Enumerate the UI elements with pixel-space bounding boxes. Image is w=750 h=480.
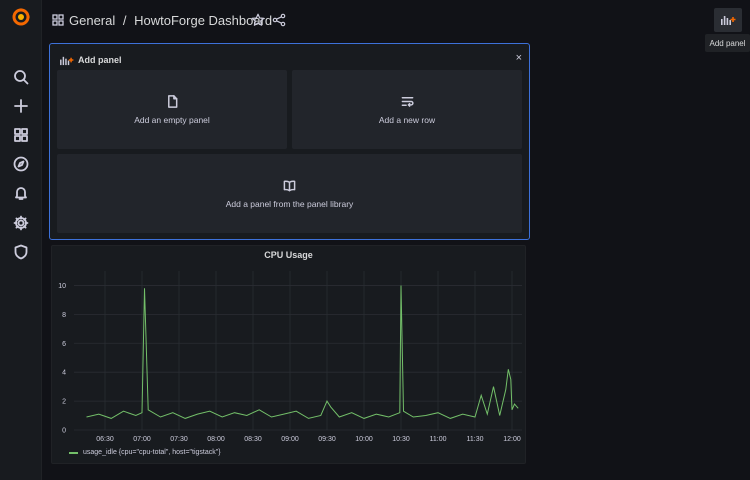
legend-label: usage_idle {cpu="cpu-total", host="tigst… bbox=[83, 449, 221, 456]
add-panel-widget: Add panel × Add an empty panel Add a new… bbox=[49, 43, 530, 240]
topbar: General / HowtoForge Dashboard bbox=[42, 0, 750, 40]
file-icon bbox=[167, 94, 177, 108]
x-axis-ticks: 06:30 07:00 07:30 08:00 08:30 09:00 09:30 10:00… bbox=[96, 436, 521, 443]
y-tick-label: 2 bbox=[62, 399, 66, 406]
legend-swatch bbox=[69, 451, 78, 454]
cpu-usage-panel[interactable]: 0 2 4 6 8 10 06:30 07:00 07:30 08:00 08:30 09:00 09… bbox=[51, 245, 526, 464]
explore-icon[interactable] bbox=[10, 153, 32, 175]
add-panel-title: Add panel bbox=[78, 55, 122, 65]
x-tick-label: 10:00 bbox=[355, 436, 373, 443]
chart-title: CPU Usage bbox=[264, 250, 313, 260]
breadcrumb-dashboard-title[interactable]: HowtoForge Dashboard bbox=[134, 13, 273, 28]
cpu-usage-chart: 0 2 4 6 8 10 06:30 07:00 07:30 08:00 08:30 09:00 09… bbox=[58, 271, 522, 443]
x-tick-label: 12:00 bbox=[503, 436, 521, 443]
add-empty-panel-label: Add an empty panel bbox=[134, 114, 210, 125]
close-icon[interactable]: × bbox=[515, 52, 522, 64]
breadcrumb: General / HowtoForge Dashboard bbox=[69, 13, 272, 28]
plus-icon[interactable] bbox=[10, 95, 32, 117]
dashboards-grid-icon bbox=[52, 14, 64, 26]
x-tick-label: 11:00 bbox=[430, 436, 447, 443]
y-axis-ticks: 0 2 4 6 8 10 bbox=[58, 283, 66, 435]
x-tick-label: 07:30 bbox=[170, 436, 188, 443]
y-tick-label: 10 bbox=[58, 283, 66, 290]
breadcrumb-folder[interactable]: General bbox=[69, 13, 116, 28]
search-icon[interactable] bbox=[10, 66, 32, 88]
add-new-row-label: Add a new row bbox=[378, 114, 436, 125]
dashboards-icon[interactable] bbox=[10, 124, 32, 146]
chart-legend-item[interactable]: usage_idle {cpu="cpu-total", host="tigst… bbox=[69, 449, 221, 456]
add-panel-header-icon bbox=[60, 56, 74, 65]
breadcrumb-separator: / bbox=[122, 13, 127, 28]
star-icon[interactable] bbox=[251, 13, 265, 27]
series-line-usage-idle bbox=[86, 285, 519, 419]
add-empty-panel-button[interactable]: Add an empty panel bbox=[57, 70, 287, 149]
x-tick-label: 06:30 bbox=[96, 436, 114, 443]
x-tick-label: 09:30 bbox=[318, 436, 336, 443]
add-panel-tooltip: Add panel bbox=[705, 34, 750, 52]
y-tick-label: 8 bbox=[62, 312, 66, 319]
add-new-row-button[interactable]: Add a new row bbox=[292, 70, 522, 149]
y-tick-label: 0 bbox=[62, 428, 66, 435]
new-row-icon bbox=[401, 96, 414, 107]
add-panel-header: Add panel bbox=[59, 53, 122, 67]
x-tick-label: 09:00 bbox=[281, 436, 299, 443]
add-panel-from-library-label: Add a panel from the panel library bbox=[225, 198, 354, 209]
sidebar bbox=[0, 0, 42, 480]
add-panel-from-library-button[interactable]: Add a panel from the panel library bbox=[57, 154, 522, 233]
chart-grid bbox=[74, 271, 522, 431]
y-tick-label: 6 bbox=[62, 341, 66, 348]
x-tick-label: 11:30 bbox=[467, 436, 484, 443]
add-panel-button[interactable] bbox=[714, 8, 742, 32]
grafana-logo-icon[interactable] bbox=[10, 6, 32, 28]
x-tick-label: 07:00 bbox=[133, 436, 151, 443]
shield-icon[interactable] bbox=[10, 241, 32, 263]
x-tick-label: 08:30 bbox=[244, 436, 262, 443]
book-open-icon bbox=[283, 179, 296, 191]
add-panel-icon bbox=[721, 16, 736, 25]
gear-icon[interactable] bbox=[10, 212, 32, 234]
x-tick-label: 10:30 bbox=[392, 436, 410, 443]
x-tick-label: 08:00 bbox=[207, 436, 225, 443]
y-tick-label: 4 bbox=[62, 370, 66, 377]
share-icon[interactable] bbox=[272, 13, 286, 27]
alerting-bell-icon[interactable] bbox=[10, 182, 32, 204]
